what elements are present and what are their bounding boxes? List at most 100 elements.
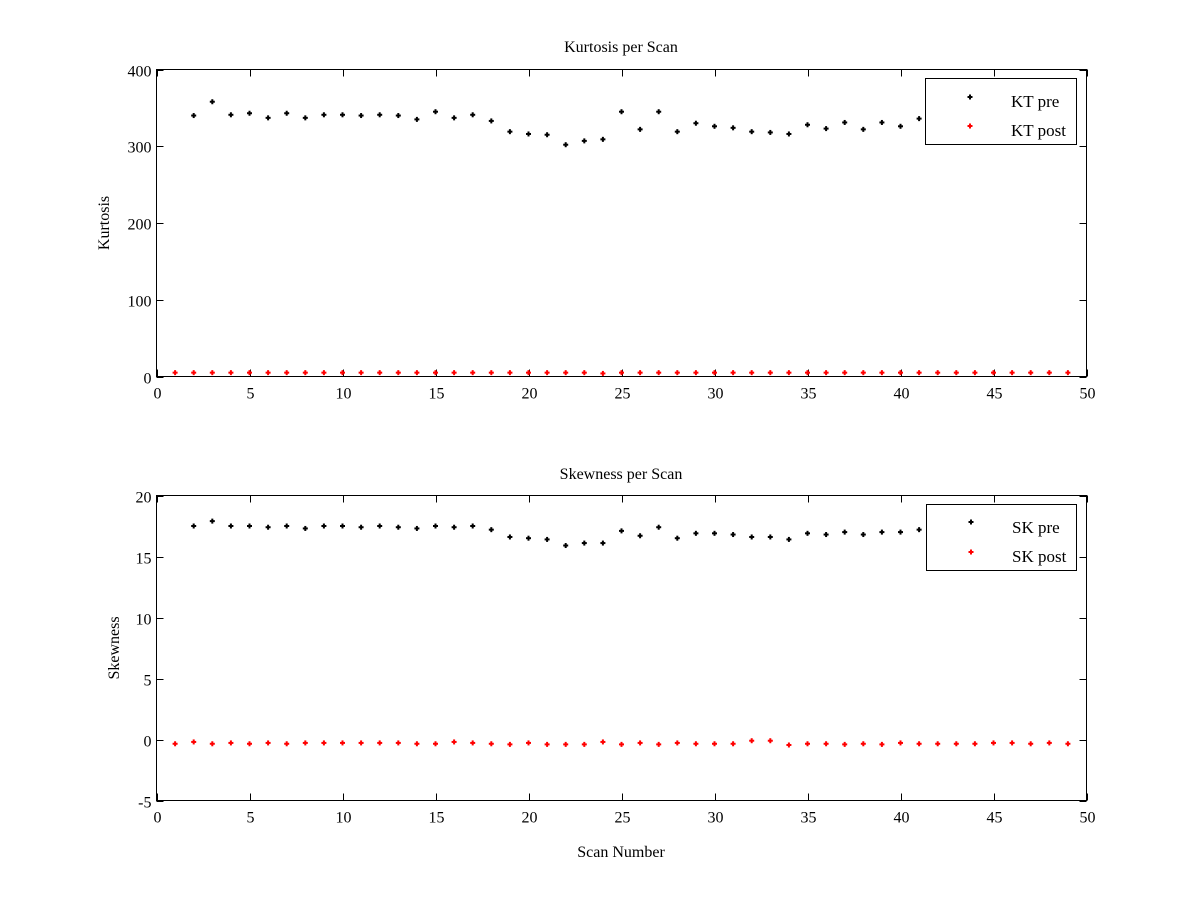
data-point-kt-pre	[842, 119, 848, 125]
data-point-sk-pre	[395, 524, 401, 530]
skewness-chart-title: Skewness per Scan	[560, 466, 683, 483]
data-point-sk-post	[209, 741, 215, 747]
legend-marker-kt-post	[967, 123, 973, 129]
skewness-x-tick-label: 5	[247, 810, 255, 827]
data-point-sk-pre	[786, 536, 792, 542]
data-point-sk-pre	[637, 533, 643, 539]
data-point-sk-pre	[451, 524, 457, 530]
data-point-kt-post	[1028, 370, 1034, 376]
data-point-sk-pre	[247, 523, 252, 529]
data-point-sk-pre	[860, 532, 866, 538]
data-point-sk-pre	[265, 524, 271, 530]
data-point-sk-pre	[433, 523, 438, 529]
data-point-kt-post	[749, 370, 755, 376]
skewness-axes-frame	[156, 495, 1087, 801]
data-point-kt-pre	[693, 120, 699, 126]
data-point-kt-pre	[321, 112, 327, 118]
data-point-sk-pre	[358, 524, 364, 530]
data-point-kt-post	[953, 370, 959, 376]
data-point-kt-post	[284, 370, 290, 376]
kurtosis-y-tick-label: 200	[128, 217, 152, 234]
skewness-legend-box	[926, 504, 1077, 571]
data-point-sk-pre	[600, 540, 606, 546]
data-point-kt-post	[563, 370, 569, 376]
kurtosis-subplot: Kurtosis per Scan 0 5 10 15 20 25 30 35 40 45 50 0 1…	[96, 39, 1096, 403]
data-point-kt-post	[879, 370, 885, 376]
kurtosis-y-tick-label: 0	[144, 371, 152, 388]
data-point-sk-post	[358, 740, 364, 746]
skewness-legend: SK pre SK post	[926, 504, 1077, 571]
data-point-kt-post	[600, 370, 606, 376]
data-point-kt-post	[730, 370, 736, 376]
kurtosis-x-tick-label: 40	[894, 386, 910, 403]
skewness-y-axis-label: Skewness	[106, 616, 123, 679]
skewness-y-tick-label: 20	[136, 490, 152, 507]
data-point-kt-post	[619, 370, 624, 376]
data-point-kt-pre	[209, 99, 215, 105]
data-point-kt-pre	[284, 110, 290, 116]
legend-marker-sk-pre	[968, 519, 974, 525]
data-point-kt-post	[414, 370, 420, 376]
data-point-sk-post	[842, 741, 848, 747]
data-point-kt-pre	[544, 132, 550, 138]
data-point-kt-pre	[656, 109, 662, 115]
data-point-kt-pre	[414, 116, 420, 122]
data-point-sk-post	[786, 742, 792, 748]
data-point-sk-pre	[749, 534, 755, 540]
data-point-sk-pre	[488, 527, 494, 533]
data-point-kt-pre	[619, 109, 624, 115]
data-point-kt-pre	[526, 131, 531, 137]
legend-marker-kt-pre	[967, 94, 973, 100]
data-point-sk-post	[414, 741, 420, 747]
data-point-sk-pre	[879, 529, 885, 535]
legend-label-sk-post: SK post	[1012, 547, 1067, 566]
skewness-x-tick-label: 10	[336, 810, 352, 827]
data-point-sk-post	[302, 740, 308, 746]
kurtosis-axis-ticks: 0 5 10 15 20 25 30 35 40 45 50 0 100 200 300 400	[128, 64, 1096, 403]
data-point-sk-post	[712, 741, 717, 747]
data-point-sk-post	[544, 741, 550, 747]
skewness-x-tick-label: 15	[429, 810, 445, 827]
data-point-kt-pre	[600, 136, 606, 142]
data-point-kt-post	[470, 370, 476, 376]
data-point-kt-pre	[730, 125, 736, 131]
data-point-kt-post	[358, 370, 364, 376]
data-point-kt-pre	[228, 112, 234, 118]
data-point-sk-pre	[302, 525, 308, 531]
data-point-sk-pre	[228, 523, 234, 529]
data-point-kt-post	[693, 370, 699, 376]
data-point-sk-post	[730, 741, 736, 747]
data-point-kt-post	[302, 370, 308, 376]
data-point-sk-pre	[693, 530, 699, 536]
data-point-sk-post	[823, 741, 829, 747]
data-point-kt-pre	[265, 115, 271, 121]
data-point-kt-post	[191, 370, 197, 376]
data-point-sk-pre	[470, 523, 476, 529]
kurtosis-legend: KT pre KT post	[925, 78, 1077, 145]
kurtosis-axes-frame	[156, 69, 1087, 377]
data-point-sk-post	[191, 739, 197, 745]
data-point-kt-post	[247, 370, 252, 376]
data-point-sk-post	[879, 741, 885, 747]
skewness-x-tick-label: 20	[522, 810, 538, 827]
kurtosis-x-tick-label: 50	[1080, 386, 1096, 403]
kurtosis-x-tick-label: 15	[429, 386, 445, 403]
legend-marker-sk-post	[968, 549, 974, 555]
data-point-sk-pre	[414, 525, 420, 531]
data-point-sk-post	[451, 739, 457, 745]
skewness-data-points	[172, 518, 1071, 748]
data-point-sk-post	[340, 740, 345, 746]
data-point-kt-post	[172, 370, 178, 376]
legend-label-sk-pre: SK pre	[1012, 518, 1060, 537]
skewness-y-tick-label: 0	[144, 734, 152, 751]
data-point-kt-pre	[749, 129, 755, 135]
data-point-sk-post	[265, 740, 271, 746]
data-point-kt-post	[972, 370, 978, 376]
kurtosis-y-tick-label: 300	[128, 140, 152, 157]
data-point-kt-pre	[191, 113, 197, 119]
kurtosis-legend-box	[925, 78, 1077, 145]
skewness-y-tick-label: 15	[136, 551, 152, 568]
data-point-kt-post	[991, 370, 996, 376]
skewness-x-tick-label: 45	[987, 810, 1003, 827]
